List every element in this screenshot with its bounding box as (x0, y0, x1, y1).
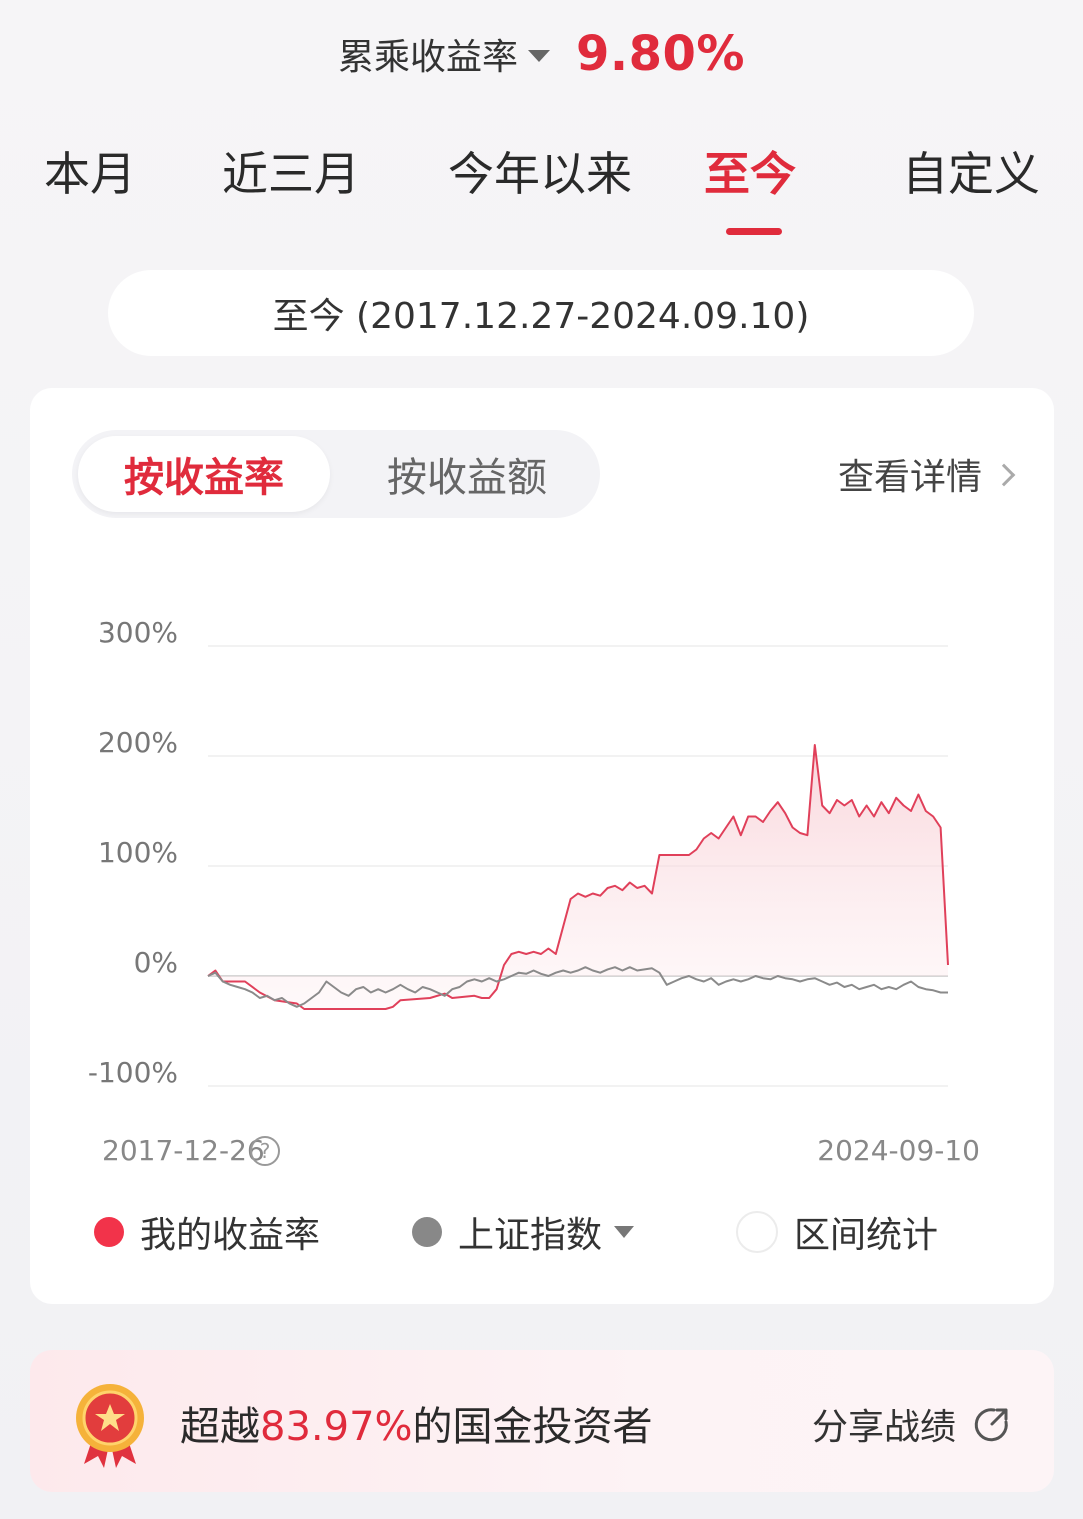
view-details-link[interactable]: 查看详情 (837, 448, 1016, 500)
series-line-1 (207, 966, 948, 1008)
chart-legend: 我的收益率 上证指数 区间统计 (30, 1206, 1054, 1266)
metric-type-selector[interactable]: 累乘收益率 (338, 28, 550, 80)
ranking-suffix: 的国金投资者 (412, 1404, 653, 1450)
toggle-by-amount[interactable]: 按收益额 (387, 455, 547, 501)
share-button[interactable]: 分享战绩 (812, 1398, 1010, 1450)
share-label: 分享战绩 (811, 1407, 956, 1448)
tab-custom[interactable]: 自定义 (902, 147, 1040, 201)
ranking-text: 超越83.97%的国金投资者 (180, 1394, 653, 1452)
legend-my-return[interactable]: 我的收益率 (94, 1206, 320, 1258)
share-icon (974, 1408, 1008, 1442)
y-tick-label-0: -100% (88, 1056, 178, 1089)
radio-circle-icon (736, 1211, 778, 1253)
series-area-0 (208, 745, 948, 1009)
view-details-label: 查看详情 (837, 457, 982, 498)
legend-interval-stats-label: 区间统计 (794, 1215, 939, 1256)
legend-interval-stats[interactable]: 区间统计 (736, 1206, 938, 1258)
y-tick-label-2: 100% (98, 836, 178, 869)
tab-since-inception[interactable]: 至今 (704, 147, 796, 201)
y-tick-label-4: 300% (98, 616, 178, 649)
metric-type-label: 累乘收益率 (337, 37, 518, 78)
gray-dot-icon (412, 1217, 442, 1247)
red-dot-icon (94, 1217, 124, 1247)
series-line-0 (207, 744, 949, 1010)
x-start-date: 2017-12-26 (102, 1134, 265, 1167)
mode-toggle: 按收益率 按收益额 (72, 430, 600, 518)
ranking-percent: 83.97% (260, 1404, 413, 1450)
chart-card: 按收益率 按收益额 查看详情 -100% 0% 100% 200% 300% 2017-… (30, 388, 1054, 1304)
medal-icon (76, 1384, 144, 1468)
metric-header: 累乘收益率 9.80% (0, 22, 1083, 86)
y-tick-label-1: 0% (134, 946, 178, 979)
tab-three-months[interactable]: 近三月 (222, 147, 360, 201)
caret-down-icon (614, 1226, 635, 1238)
legend-benchmark[interactable]: 上证指数 (412, 1206, 635, 1258)
tab-year-to-date[interactable]: 今年以来 (448, 147, 632, 201)
chart-svg: -100% 0% 100% 200% 300% (88, 616, 949, 1089)
x-end-date: 2024-09-10 (817, 1134, 980, 1167)
ranking-banner: 超越83.97%的国金投资者 分享战绩 (30, 1350, 1054, 1492)
chevron-right-icon (992, 463, 1016, 487)
toggle-by-rate[interactable]: 按收益率 (78, 436, 330, 512)
caret-down-icon (527, 50, 550, 62)
return-chart: -100% 0% 100% 200% 300% (30, 588, 1054, 1178)
legend-benchmark-label: 上证指数 (458, 1215, 603, 1256)
tab-this-month[interactable]: 本月 (44, 147, 136, 201)
ranking-prefix: 超越 (180, 1404, 260, 1450)
legend-my-return-label: 我的收益率 (140, 1215, 321, 1256)
help-icon[interactable]: ? (250, 1136, 280, 1166)
y-tick-label-3: 200% (98, 726, 178, 759)
active-tab-indicator (726, 228, 782, 235)
metric-value: 9.80% (575, 26, 746, 82)
period-tabs: 本月 近三月 今年以来 至今 自定义 (0, 130, 1083, 240)
date-range-pill: 至今 (2017.12.27-2024.09.10) (108, 270, 974, 356)
